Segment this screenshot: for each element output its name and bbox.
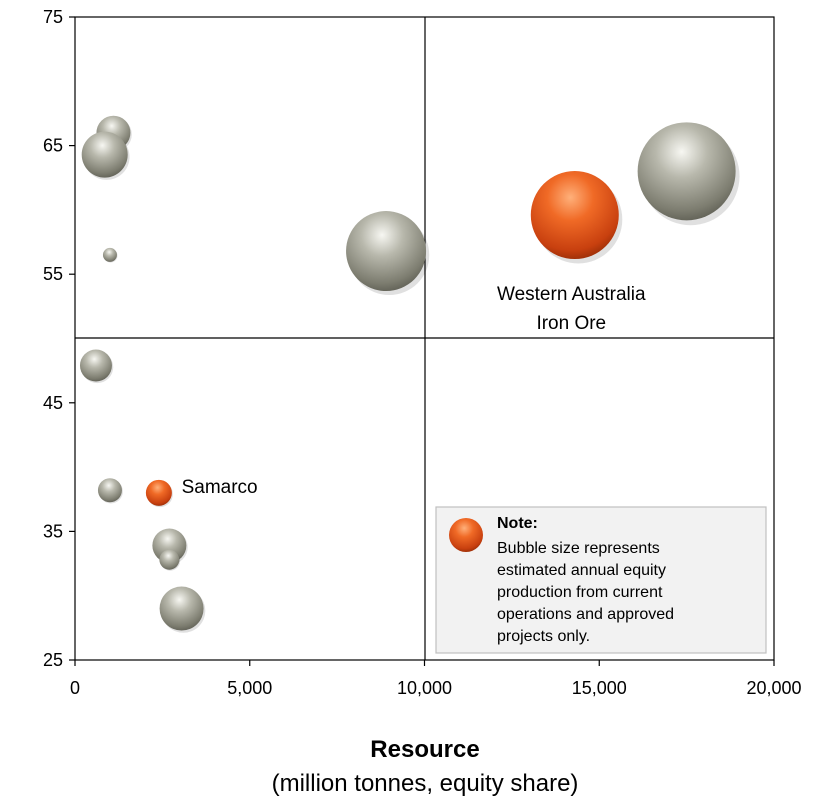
bubble — [152, 528, 187, 563]
y-tick-label: 45 — [43, 393, 63, 413]
x-tick-label: 20,000 — [746, 678, 801, 698]
x-axis-subtitle: (million tonnes, equity share) — [272, 770, 579, 797]
bubble — [102, 247, 117, 262]
y-axis: 25 35 45 55 65 75 — [43, 7, 75, 670]
x-tick-label: 0 — [70, 678, 80, 698]
bubble — [159, 586, 204, 631]
bubble — [81, 131, 128, 178]
y-tick-label: 25 — [43, 650, 63, 670]
bubble-highlight — [530, 171, 619, 260]
y-tick-label: 35 — [43, 521, 63, 541]
bubble — [79, 349, 112, 382]
annotation-layer: Western Australia Iron Ore Samarco — [182, 284, 646, 498]
note-line: production from current — [497, 584, 663, 601]
bubble-label: Samarco — [182, 477, 258, 498]
note-background — [435, 506, 767, 654]
x-tick-label: 5,000 — [227, 678, 272, 698]
note-line: estimated annual equity — [497, 562, 666, 579]
x-axis-title: Resource — [370, 736, 479, 763]
note-bubble-icon — [449, 518, 483, 552]
y-tick-label: 75 — [43, 7, 63, 27]
bubble — [346, 211, 427, 292]
x-tick-label: 15,000 — [572, 678, 627, 698]
note-line: operations and approved — [497, 606, 674, 623]
x-axis: 0 5,000 10,000 15,000 20,000 — [70, 660, 802, 698]
bubble — [159, 549, 180, 570]
bubble — [97, 478, 122, 503]
plot-frame — [74, 16, 775, 661]
bubble-label: Iron Ore — [536, 313, 606, 334]
y-tick-label: 65 — [43, 136, 63, 156]
note-line: projects only. — [497, 628, 590, 645]
bubble — [637, 122, 736, 221]
note-line: Bubble size represents — [497, 540, 660, 557]
bubble-label: Western Australia — [497, 284, 646, 305]
note-box: Note: Bubble size represents estimated a… — [435, 506, 767, 654]
bubble-layer — [79, 115, 740, 633]
bubble-highlight — [145, 479, 172, 506]
x-tick-label: 10,000 — [397, 678, 452, 698]
y-tick-label: 55 — [43, 264, 63, 284]
note-title: Note: — [497, 515, 538, 532]
